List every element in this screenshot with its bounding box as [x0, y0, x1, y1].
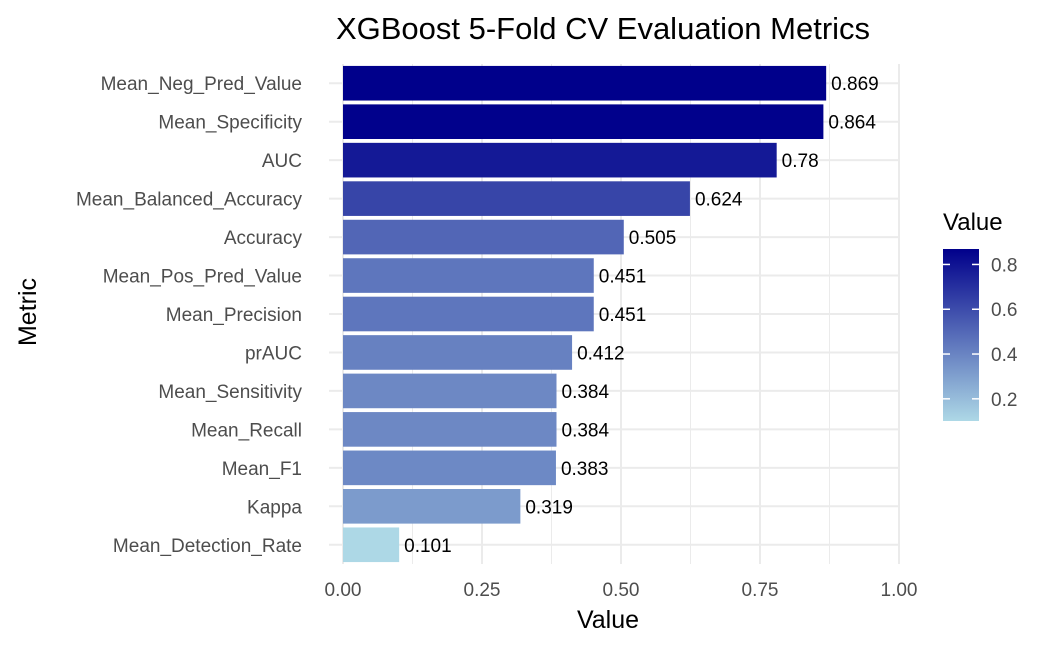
- bar-value-label: 0.451: [599, 267, 647, 288]
- bar: [343, 489, 521, 524]
- y-tick-label: Mean_Detection_Rate: [113, 536, 302, 557]
- bar-value-label: 0.383: [561, 459, 609, 480]
- bar: [343, 296, 594, 332]
- bar-value-labels: 0.869 0.864 0.78 0.624 0.505 0.451 0.451 0.412 0…: [404, 74, 879, 557]
- legend-tick-label: 0.2: [991, 390, 1017, 411]
- bar-value-label: 0.384: [562, 382, 610, 403]
- bar: [343, 181, 690, 216]
- y-tick-label: Mean_Balanced_Accuracy: [76, 190, 303, 211]
- bar-value-label: 0.864: [828, 113, 876, 134]
- bar-value-label: 0.624: [695, 190, 743, 211]
- legend-title: Value: [943, 209, 1003, 236]
- y-axis-label: Metric: [14, 278, 42, 346]
- bar: [343, 335, 573, 370]
- y-tick-label: Mean_Neg_Pred_Value: [101, 74, 302, 95]
- y-tick-label: Kappa: [247, 497, 302, 518]
- chart-title: XGBoost 5-Fold CV Evaluation Metrics: [336, 11, 870, 46]
- bar: [343, 450, 556, 486]
- bar: [343, 104, 824, 139]
- bar: [343, 142, 777, 178]
- bars: [343, 65, 827, 563]
- bar-value-label: 0.451: [599, 305, 647, 326]
- legend-ticks: 0.2 0.4 0.6 0.8: [943, 255, 1018, 411]
- x-tick-label: 1.00: [881, 580, 918, 601]
- x-tick-label: 0.25: [464, 580, 501, 601]
- legend-tick-label: 0.6: [991, 300, 1017, 321]
- y-axis-tick-labels: Mean_Neg_Pred_Value Mean_Specificity AUC Me…: [76, 74, 303, 557]
- bar: [343, 527, 400, 563]
- legend: Value 0.2 0.4 0.6 0.8: [943, 209, 1018, 421]
- y-tick-label: Accuracy: [224, 228, 303, 249]
- y-tick-label: Mean_Sensitivity: [158, 382, 302, 403]
- bar: [343, 412, 557, 447]
- bar-value-label: 0.384: [562, 420, 610, 441]
- bar-value-label: 0.101: [404, 536, 452, 557]
- bar-value-label: 0.78: [782, 151, 819, 172]
- y-tick-label: prAUC: [245, 343, 302, 364]
- x-tick-label: 0.50: [603, 580, 640, 601]
- bar: [343, 65, 827, 101]
- bar: [343, 373, 557, 409]
- y-tick-label: AUC: [262, 151, 302, 172]
- bar: [343, 258, 594, 293]
- legend-tick-label: 0.8: [991, 255, 1017, 276]
- legend-tick-label: 0.4: [991, 345, 1018, 366]
- y-tick-label: Mean_Precision: [166, 305, 302, 326]
- x-tick-label: 0.75: [742, 580, 779, 601]
- bar-value-label: 0.412: [577, 343, 625, 364]
- y-tick-label: Mean_Pos_Pred_Value: [103, 267, 302, 288]
- legend-colorbar: [943, 249, 979, 421]
- bar: [343, 219, 624, 255]
- x-tick-label: 0.00: [325, 580, 362, 601]
- y-tick-label: Mean_F1: [222, 459, 302, 480]
- y-tick-label: Mean_Specificity: [158, 113, 302, 134]
- bar-value-label: 0.869: [831, 74, 879, 95]
- y-tick-label: Mean_Recall: [191, 420, 302, 441]
- bar-value-label: 0.319: [525, 497, 573, 518]
- bar-value-label: 0.505: [629, 228, 677, 249]
- x-axis-tick-labels: 0.00 0.25 0.50 0.75 1.00: [325, 580, 918, 601]
- x-axis-label: Value: [577, 606, 639, 634]
